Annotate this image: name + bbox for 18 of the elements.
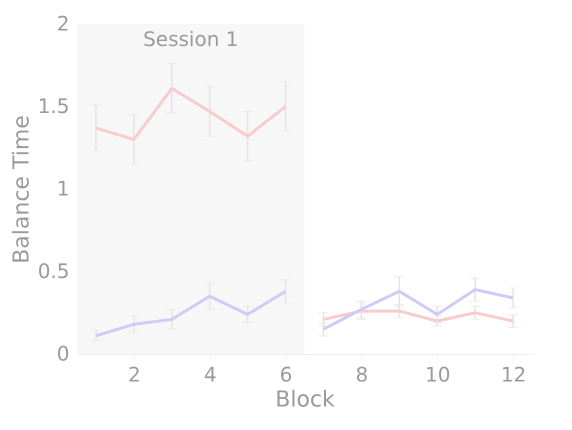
line-series [94, 290, 288, 338]
x-tick-label: 12 [500, 362, 526, 386]
y-tick-label: 0 [56, 342, 70, 366]
line-series [322, 310, 515, 322]
y-axis-title: Balance Time [10, 115, 35, 264]
x-tick-label: 8 [356, 362, 368, 386]
x-tick-label: 2 [128, 362, 141, 386]
y-tick-label: 2 [56, 12, 70, 36]
y-tick-label: 1.5 [38, 94, 70, 118]
line-series [94, 86, 288, 141]
y-tick-label: 0.5 [38, 259, 70, 283]
x-tick-label: 6 [280, 362, 292, 386]
line-series [322, 288, 515, 331]
y-tick-label: 1 [56, 176, 70, 200]
x-tick-label: 10 [424, 362, 450, 386]
x-axis-title: Block [275, 388, 336, 412]
x-tick-label: 4 [204, 362, 217, 386]
band-label: Session 1 [143, 27, 238, 51]
